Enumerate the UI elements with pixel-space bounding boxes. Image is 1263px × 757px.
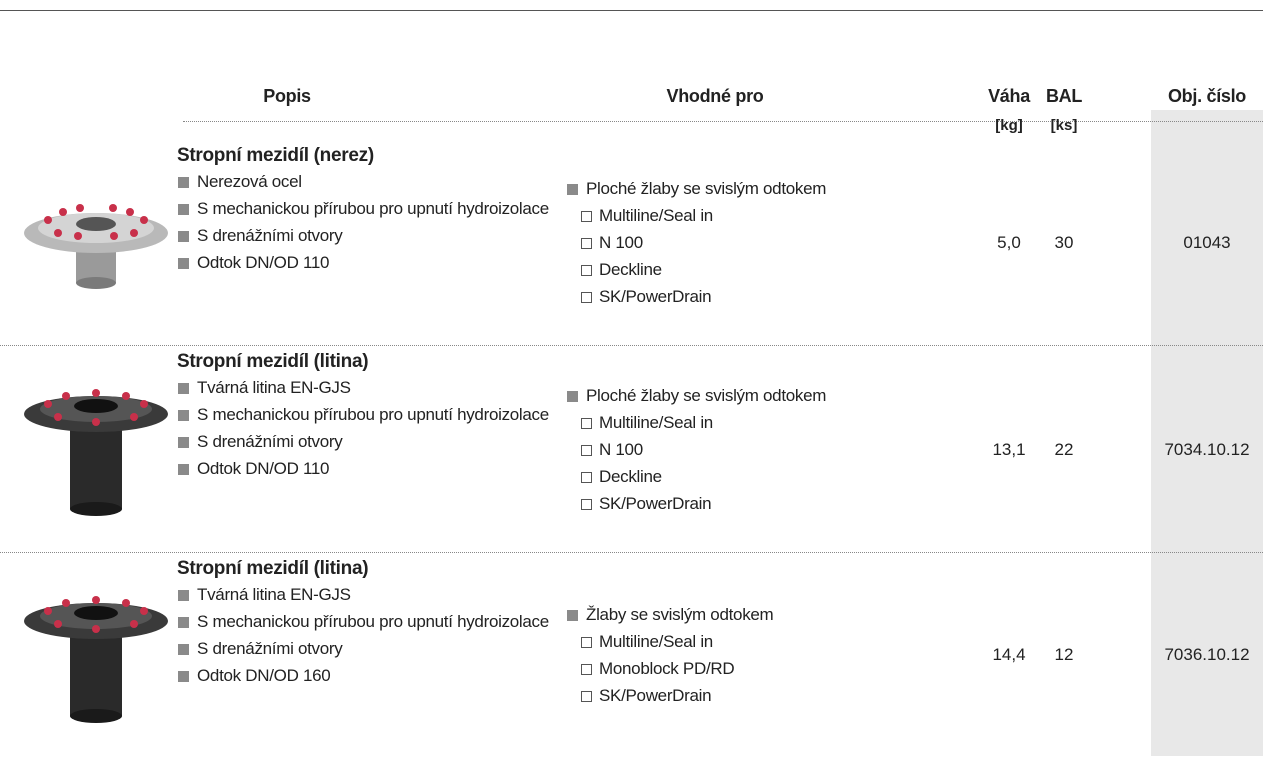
product-drawing bbox=[24, 204, 168, 289]
code-column-bg bbox=[1151, 110, 1263, 756]
product-title: Stropní mezidíl (litina) bbox=[177, 558, 369, 579]
col-header: Obj. číslo bbox=[1167, 86, 1247, 106]
col-header: BAL bbox=[1045, 86, 1083, 106]
feature: S mechanickou přírubou pro upnutí hydroi… bbox=[177, 195, 557, 222]
product-image bbox=[18, 178, 174, 303]
product-image bbox=[18, 571, 174, 736]
suitable-for: Ploché žlaby se svislým odtokem Multiline… bbox=[566, 346, 986, 553]
product-image bbox=[18, 364, 174, 529]
suitable-item: Deckline bbox=[566, 256, 986, 283]
suitable-item: Deckline bbox=[566, 463, 986, 490]
product-drawing bbox=[24, 389, 168, 516]
feature-list: Tvárná litina EN-GJS S mechanickou přírub… bbox=[177, 581, 557, 689]
product-title: Stropní mezidíl (nerez) bbox=[177, 145, 374, 166]
feature: Odtok DN/OD 110 bbox=[177, 455, 557, 482]
description: Stropní mezidíl (nerez) Nerezová ocel S me… bbox=[177, 144, 557, 276]
suitable-item: N 100 bbox=[566, 229, 986, 256]
suitable-item: Monoblock PD/RD bbox=[566, 655, 986, 682]
feature-list: Tvárná litina EN-GJS S mechanickou přírub… bbox=[177, 374, 557, 482]
col-header: Popis bbox=[263, 86, 311, 106]
suitable-item: Multiline/Seal in bbox=[566, 628, 986, 655]
suitable-for: Žlaby se svislým odtokem Multiline/Seal i… bbox=[566, 553, 986, 757]
order-code: 7036.10.12 bbox=[1164, 645, 1250, 664]
table-row: Stropní mezidíl (litina) Tvárná litina EN… bbox=[0, 552, 1263, 757]
pack-qty: 22 bbox=[1054, 439, 1074, 459]
col-header: Váha bbox=[988, 86, 1030, 106]
feature-list: Nerezová ocel S mechanickou přírubou pro … bbox=[177, 168, 557, 276]
pack-qty: 12 bbox=[1054, 645, 1074, 664]
weight: 5,0 bbox=[997, 232, 1021, 252]
feature: Odtok DN/OD 110 bbox=[177, 249, 557, 276]
suitable-heading: Ploché žlaby se svislým odtokem bbox=[566, 382, 986, 409]
description: Stropní mezidíl (litina) Tvárná litina EN… bbox=[177, 350, 557, 482]
feature: Odtok DN/OD 160 bbox=[177, 662, 557, 689]
suitable-item: Multiline/Seal in bbox=[566, 202, 986, 229]
feature: S mechanickou přírubou pro upnutí hydroi… bbox=[177, 608, 557, 635]
feature: Tvárná litina EN-GJS bbox=[177, 374, 557, 401]
top-rule bbox=[0, 10, 1263, 11]
suitable-item: SK/PowerDrain bbox=[566, 490, 986, 517]
suitable-list: Multiline/Seal in N 100 Deckline SK/PowerDr… bbox=[566, 202, 986, 310]
product-drawing bbox=[24, 596, 168, 723]
feature: Tvárná litina EN-GJS bbox=[177, 581, 557, 608]
weight: 13,1 bbox=[992, 439, 1026, 459]
suitable-item: N 100 bbox=[566, 436, 986, 463]
order-code: 7034.10.12 bbox=[1164, 439, 1250, 459]
feature: S drenážními otvory bbox=[177, 222, 557, 249]
unit: [ks] bbox=[1050, 117, 1078, 134]
order-code: 01043 bbox=[1183, 232, 1231, 252]
suitable-item: SK/PowerDrain bbox=[566, 283, 986, 310]
suitable-item: Multiline/Seal in bbox=[566, 409, 986, 436]
suitable-item: SK/PowerDrain bbox=[566, 682, 986, 709]
product-title: Stropní mezidíl (litina) bbox=[177, 351, 369, 372]
feature: S drenážními otvory bbox=[177, 428, 557, 455]
feature: Nerezová ocel bbox=[177, 168, 557, 195]
header-rule bbox=[183, 121, 1263, 122]
suitable-heading: Ploché žlaby se svislým odtokem bbox=[566, 175, 986, 202]
feature: S drenážními otvory bbox=[177, 635, 557, 662]
weight: 14,4 bbox=[992, 645, 1026, 664]
suitable-list: Multiline/Seal in Monoblock PD/RD SK/Power… bbox=[566, 628, 986, 709]
pack-qty: 30 bbox=[1054, 232, 1074, 252]
feature: S mechanickou přírubou pro upnutí hydroi… bbox=[177, 401, 557, 428]
description: Stropní mezidíl (litina) Tvárná litina EN… bbox=[177, 557, 557, 689]
unit: [kg] bbox=[995, 117, 1023, 134]
suitable-heading: Žlaby se svislým odtokem bbox=[566, 601, 986, 628]
table-row: Stropní mezidíl (nerez) Nerezová ocel S me… bbox=[0, 140, 1263, 345]
suitable-for: Ploché žlaby se svislým odtokem Multiline… bbox=[566, 140, 986, 345]
col-header: Vhodné pro bbox=[666, 86, 764, 106]
suitable-list: Multiline/Seal in N 100 Deckline SK/PowerDr… bbox=[566, 409, 986, 517]
table-row: Stropní mezidíl (litina) Tvárná litina EN… bbox=[0, 345, 1263, 553]
